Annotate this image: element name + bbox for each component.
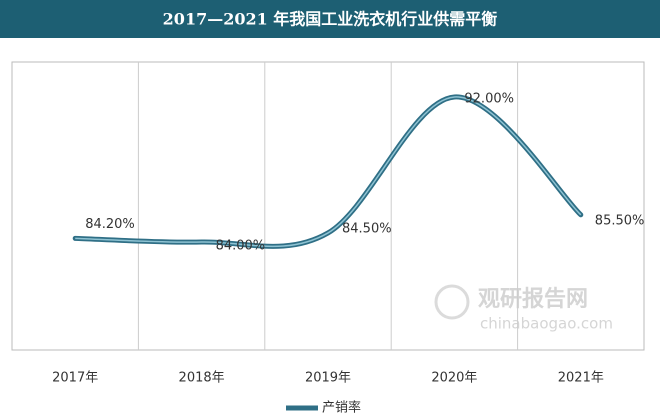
plot-frame [11, 61, 645, 351]
line-highlight [75, 96, 582, 248]
watermark-logo [434, 284, 470, 320]
x-tick-label: 2017年 [52, 371, 98, 386]
data-label: 84.00% [216, 239, 266, 254]
chart-title: 2017—2021 年我国工业洗衣机行业供需平衡 [163, 10, 498, 29]
x-tick-label: 2020年 [431, 371, 477, 386]
watermark-name: 观研报告网 [478, 287, 588, 312]
x-tick-label: 2019年 [305, 371, 351, 386]
title-bar [0, 0, 660, 38]
data-label: 84.50% [342, 221, 392, 236]
line [72, 94, 584, 249]
data-label: 92.00% [464, 92, 514, 107]
x-tick-label: 2021年 [558, 371, 604, 386]
watermark: 观研报告网 chinabaogao.com [434, 284, 613, 333]
data-label: 84.20% [85, 217, 135, 232]
data-label: 85.50% [595, 213, 645, 228]
legend-label: 产销率 [322, 400, 361, 416]
x-tick-label: 2018年 [179, 371, 225, 386]
watermark-url: chinabaogao.com [480, 315, 613, 333]
